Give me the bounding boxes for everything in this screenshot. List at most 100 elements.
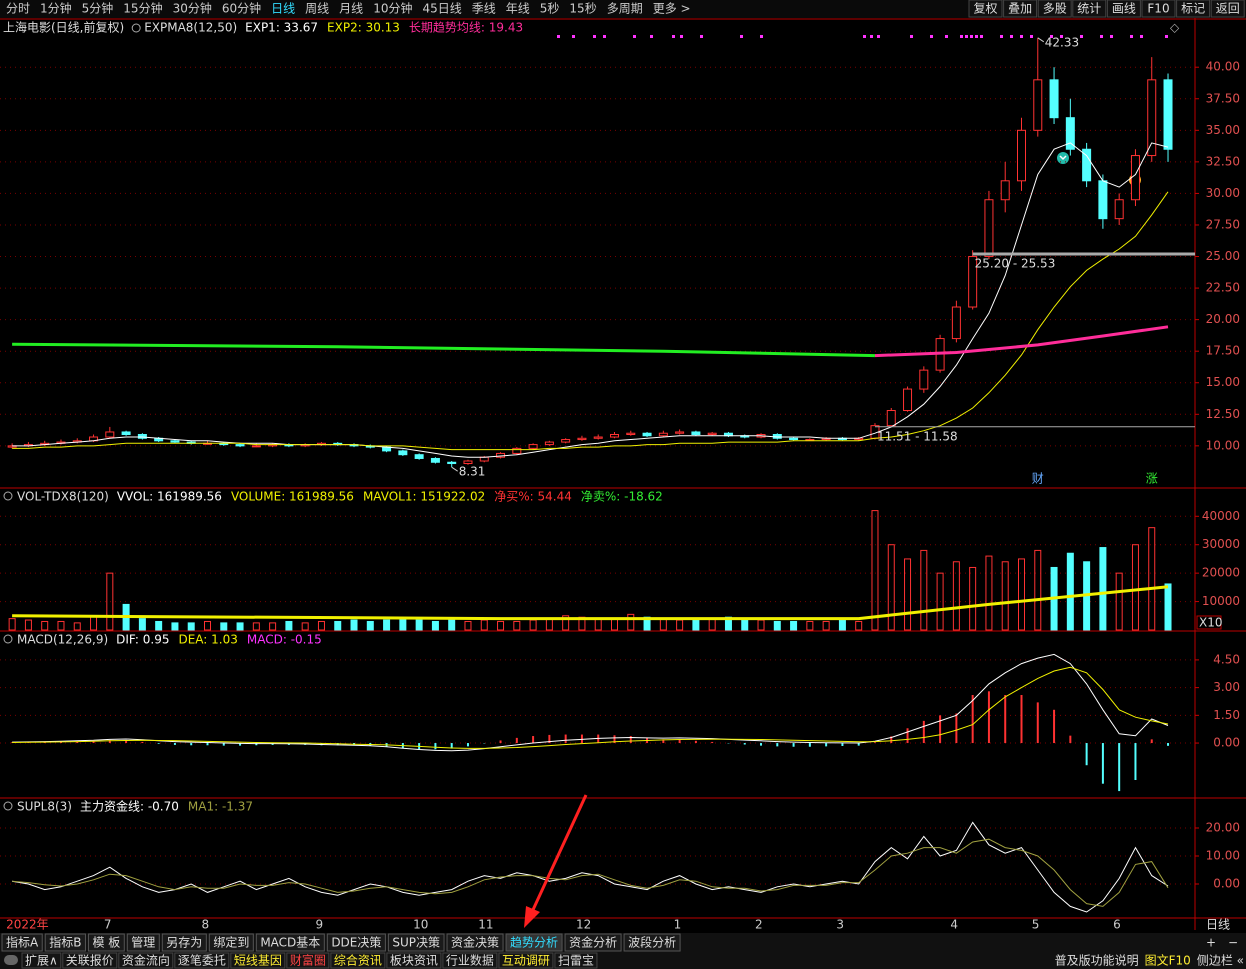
tool-button[interactable]: 标记 — [1181, 2, 1205, 16]
side-button[interactable]: 普及版功能说明 — [1055, 953, 1139, 968]
tab-frame[interactable] — [44, 933, 86, 952]
tab[interactable]: 扩展∧ — [25, 954, 58, 968]
tab-frame[interactable] — [505, 933, 563, 952]
tab-frame[interactable] — [446, 933, 504, 952]
tab[interactable]: 板块资讯 — [390, 954, 438, 968]
tab-frame[interactable] — [1, 933, 43, 952]
y-tick-label: 10000 — [1202, 594, 1240, 608]
tab[interactable]: 绑定到 — [213, 935, 249, 950]
tab-frame[interactable] — [208, 933, 254, 952]
tab[interactable]: 短线基因 — [234, 954, 282, 968]
tab-frame[interactable] — [87, 933, 125, 952]
tool-button[interactable]: 统计 — [1077, 2, 1101, 16]
settings-icon[interactable]: ◇ — [1170, 21, 1180, 35]
period-button[interactable]: 多周期 — [607, 2, 643, 16]
volume-bar — [904, 558, 912, 631]
tab-frame[interactable] — [498, 952, 554, 969]
tab-frame[interactable] — [623, 933, 681, 952]
tool-button-frame[interactable] — [1210, 0, 1245, 18]
volume-bar — [1099, 547, 1107, 631]
period-button[interactable]: 45日线 — [422, 2, 461, 16]
tool-button-frame[interactable] — [1176, 0, 1211, 18]
period-button[interactable]: 60分钟 — [222, 1, 261, 16]
toggle-switch[interactable] — [4, 955, 18, 965]
tool-button[interactable]: 返回 — [1216, 2, 1240, 16]
tool-button-frame[interactable] — [1003, 0, 1038, 18]
tab-frame[interactable] — [62, 952, 118, 969]
side-button[interactable]: 侧边栏 « — [1197, 953, 1244, 968]
period-button[interactable]: 5分钟 — [82, 1, 114, 16]
period-button[interactable]: 5秒 — [540, 2, 560, 16]
tab[interactable]: 资金决策 — [451, 935, 499, 950]
tool-button-frame[interactable] — [968, 0, 1003, 18]
period-button[interactable]: 月线 — [339, 2, 363, 16]
tab-frame[interactable] — [255, 933, 325, 952]
tab-frame[interactable] — [554, 952, 598, 969]
tab-frame[interactable] — [330, 952, 386, 969]
candle-body — [1082, 148, 1092, 182]
tab-frame[interactable] — [161, 933, 207, 952]
tab[interactable]: 互动调研 — [502, 954, 550, 968]
tab[interactable]: MACD基本 — [260, 936, 320, 950]
tab[interactable]: DDE决策 — [331, 936, 381, 950]
tab[interactable]: 管理 — [131, 935, 155, 950]
zoom-button[interactable]: + — [1206, 936, 1216, 950]
tool-button[interactable]: 画线 — [1112, 2, 1136, 16]
tab[interactable]: 行业数据 — [446, 953, 494, 968]
tool-button[interactable]: 叠加 — [1008, 2, 1032, 16]
tab-frame[interactable] — [21, 952, 62, 969]
period-button[interactable]: 更多 > — [653, 2, 691, 16]
tab[interactable]: 指标A — [6, 935, 39, 950]
tool-button-frame[interactable] — [1106, 0, 1141, 18]
tab[interactable]: 模 板 — [92, 936, 120, 950]
period-button[interactable]: 10分钟 — [373, 1, 412, 16]
tab-frame[interactable] — [387, 933, 445, 952]
period-button[interactable]: 分时 — [6, 2, 30, 16]
x-tick-label: 12 — [576, 918, 591, 932]
tab[interactable]: 扫雷宝 — [558, 954, 594, 968]
period-button[interactable]: 15秒 — [569, 2, 596, 16]
tool-button-frame[interactable] — [1072, 0, 1107, 18]
tool-button[interactable]: F10 — [1147, 2, 1169, 16]
plots: 10.0012.5015.0017.5020.0022.5025.0027.50… — [0, 20, 1240, 932]
period-button[interactable]: 30分钟 — [173, 1, 212, 16]
side-button[interactable]: 图文F10 — [1145, 953, 1191, 968]
tab[interactable]: 波段分析 — [628, 935, 676, 950]
period-button[interactable]: 周线 — [305, 2, 329, 16]
tab[interactable]: 资金分析 — [569, 935, 617, 950]
tab-frame[interactable] — [442, 952, 498, 969]
tab[interactable]: 资金流向 — [122, 953, 170, 968]
tab[interactable]: 关联报价 — [66, 953, 114, 968]
period-button[interactable]: 1分钟 — [40, 1, 72, 16]
tab-frame[interactable] — [326, 933, 386, 952]
tab-frame[interactable] — [126, 933, 160, 952]
annotation-arrow — [524, 794, 588, 928]
period-button[interactable]: 15分钟 — [123, 1, 162, 16]
zoom-button[interactable]: − — [1228, 936, 1238, 950]
tab-frame[interactable] — [386, 952, 442, 969]
tab-frame[interactable] — [230, 952, 286, 969]
tab[interactable]: 综合资讯 — [334, 953, 382, 968]
volume-bar — [24, 619, 32, 631]
tool-button[interactable]: 复权 — [973, 2, 997, 16]
tab-frame[interactable] — [564, 933, 622, 952]
candle-body — [675, 431, 685, 434]
tab[interactable]: 另存为 — [166, 936, 202, 950]
tab[interactable]: 财富圈 — [290, 953, 326, 968]
signal-dot — [910, 35, 913, 38]
tab[interactable]: 逐笔委托 — [178, 953, 226, 968]
tool-button-frame[interactable] — [1037, 0, 1072, 18]
series-line — [874, 325, 1169, 358]
tab[interactable]: 趋势分析 — [510, 936, 558, 950]
y-tick-label: 3.00 — [1213, 680, 1240, 694]
period-button[interactable]: 季线 — [472, 2, 496, 16]
period-button[interactable]: 日线 — [271, 2, 295, 16]
tool-button-frame[interactable] — [1141, 0, 1176, 18]
tool-button[interactable]: 多股 — [1043, 2, 1067, 16]
tab[interactable]: 指标B — [49, 935, 81, 950]
tab-frame[interactable] — [118, 952, 174, 969]
tab-frame[interactable] — [174, 952, 230, 969]
tab[interactable]: SUP决策 — [392, 936, 440, 950]
tab-frame[interactable] — [286, 952, 330, 969]
period-button[interactable]: 年线 — [506, 2, 530, 16]
